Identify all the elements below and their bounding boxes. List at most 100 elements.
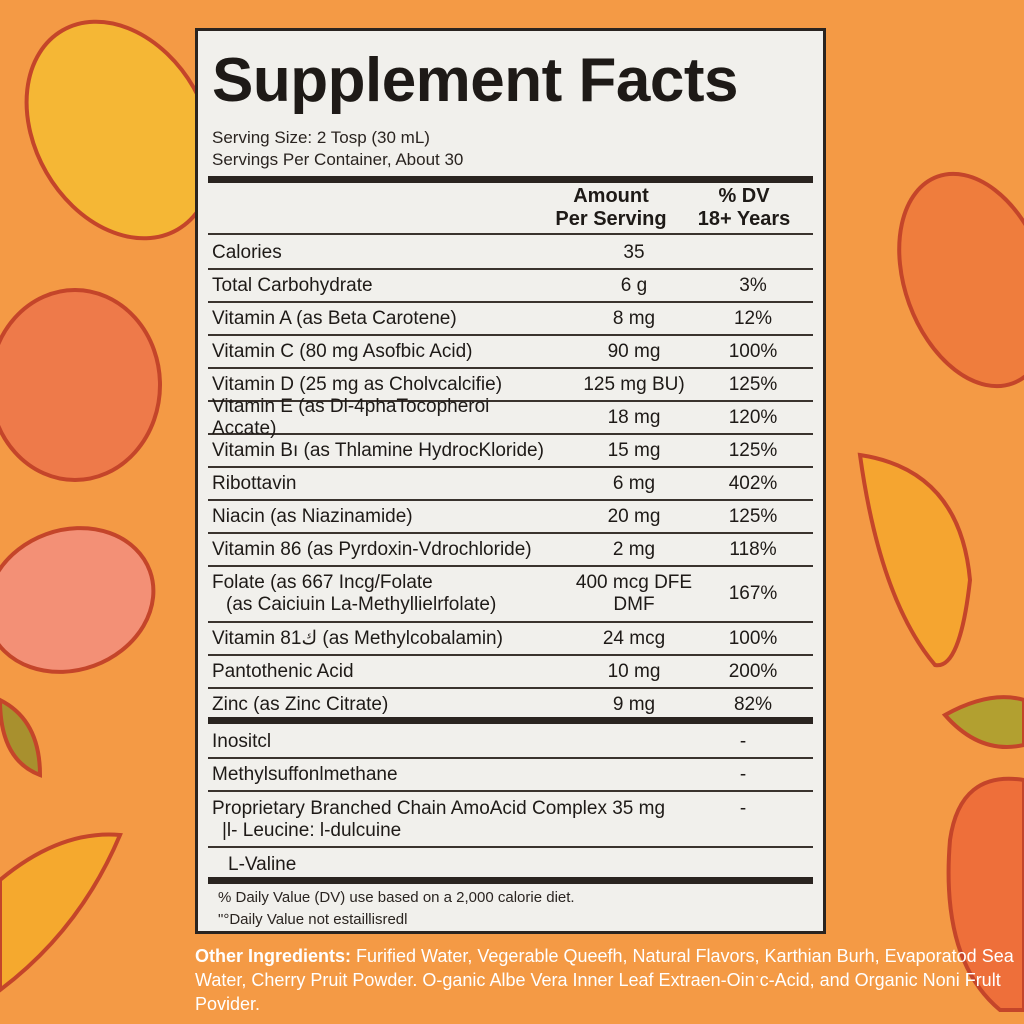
amount-line: 400 mcg DFE xyxy=(575,572,693,593)
nutrient-dv: - xyxy=(739,798,747,819)
nutrient-name-line: Folate (as 667 Incg/Folate xyxy=(212,572,433,593)
dv-header-line1: % DV xyxy=(718,185,770,207)
nutrient-name-line: Vitamin E (as Dl-4phaTocopheroi Accate) xyxy=(212,395,490,439)
serving-info: Serving Size: 2 Tosp (30 mL) Servings Pe… xyxy=(212,127,463,171)
amount-line: 20 mg xyxy=(607,505,661,527)
nutrient-dv: 100% xyxy=(728,340,778,362)
amount-line: 6 g xyxy=(620,274,648,296)
nutrient-name: Vitamin E (as Dl-4phaTocopheroi Accate) xyxy=(208,396,552,440)
nutrient-name-line: L-Valine xyxy=(228,853,297,875)
nutrient-amount: 2 mg xyxy=(574,539,694,561)
amount-line: 8 mg xyxy=(612,307,656,329)
supplement-facts-panel: Supplement Facts Serving Size: 2 Tosp (3… xyxy=(195,28,826,934)
nutrient-dv: 82% xyxy=(733,693,773,715)
nutrient-amount: 90 mg xyxy=(574,341,694,363)
nutrient-name-line: Niacin (as Niazinamide) xyxy=(212,505,413,527)
amount-line: 9 mg xyxy=(612,693,656,715)
page-title: Supplement Facts xyxy=(212,46,739,115)
lemon-illustration xyxy=(24,19,216,241)
nutrient-name: Vitamin D (25 mg as Cholvcalcifie) xyxy=(208,374,552,396)
nutrient-amount: 24 mcg xyxy=(574,628,694,650)
amount-line: 2 mg xyxy=(612,538,656,560)
nutrient-name: Methylsuffonlmethane xyxy=(208,764,718,786)
nutrient-name-line: Ribottavin xyxy=(212,472,297,494)
nutrient-name-line: Total Carbohydrate xyxy=(212,274,373,296)
nutrient-dv: 125% xyxy=(728,505,778,527)
serving-size: Serving Size: 2 Tosp (30 mL) xyxy=(212,128,430,147)
amount-line: 18 mg xyxy=(607,406,661,428)
nutrient-dv: 125% xyxy=(728,439,778,461)
nutrient-row: Vitamin 81ك (as Methylcobalamin) 24 mcg … xyxy=(208,623,813,656)
other-nutrient-row: Proprietary Branched Chain AmoAcid Compl… xyxy=(208,792,813,848)
nutrient-dv: 3% xyxy=(739,274,767,296)
nutrient-name-line: Vitamin Bı (as Thlamine HydrocKloride) xyxy=(212,439,544,461)
other-ingredients: Other Ingredients: Furified Water, Veger… xyxy=(195,944,1015,1016)
nutrient-dv: - xyxy=(739,730,747,752)
nutrient-name: Zinc (as Zinc Citrate) xyxy=(208,694,552,716)
divider xyxy=(208,176,813,183)
nutrient-amount: 10 mg xyxy=(574,661,694,683)
nutrient-name-line2: (as Caiciuin La-Methyllielrfolate) xyxy=(226,594,497,615)
peach-illustration xyxy=(0,526,156,674)
nutrient-name-line: Vitamin 86 (as Pyrdoxin-Vdrochloride) xyxy=(212,538,532,560)
nutrient-amount: 8 mg xyxy=(574,308,694,330)
nutrient-name-line: Vitamin D (25 mg as Cholvcalcifie) xyxy=(212,373,503,395)
nutrient-dv: 120% xyxy=(728,406,778,428)
nutrient-amount: 6 mg xyxy=(574,473,694,495)
nutrient-name: Total Carbohydrate xyxy=(208,275,552,297)
nutrient-dv: 125% xyxy=(728,373,778,395)
divider xyxy=(208,877,813,884)
apricot-illustration xyxy=(897,171,1024,389)
nutrient-row: Pantothenic Acid 10 mg 200% xyxy=(208,656,813,689)
nutrient-name: Vitamin Bı (as Thlamine HydrocKloride) xyxy=(208,440,552,462)
nutrient-name: Ribottavin xyxy=(208,473,552,495)
nutrient-row: Vitamin 86 (as Pyrdoxin-Vdrochloride) 2 … xyxy=(208,534,813,567)
nutrient-name-line: Vitamin A (as Beta Carotene) xyxy=(212,307,457,329)
footnote: "°Daily Value not estaillisredl xyxy=(218,911,408,928)
nutrient-name-line: Methylsuffonlmethane xyxy=(212,763,398,785)
dv-column-header: % DV 18+ Years xyxy=(684,185,804,231)
other-ingredients-label: Other Ingredients: xyxy=(195,946,352,966)
leaf-illustration xyxy=(0,697,43,778)
nutrient-name: Vitamin A (as Beta Carotene) xyxy=(208,308,552,330)
divider xyxy=(208,717,813,724)
amount-header-line1: Amount xyxy=(573,185,649,207)
nutrient-dv: 167% xyxy=(728,583,778,604)
nutrient-name: L-Valine xyxy=(208,854,734,876)
amount-header-line2: Per Serving xyxy=(555,208,667,230)
amount-line: 35 xyxy=(623,241,645,263)
nutrient-name-line: Proprietary Branched Chain AmoAcid Compl… xyxy=(212,798,666,819)
footnotes: % Daily Value (DV) use based on a 2,000 … xyxy=(218,887,575,931)
nutrient-amount: 9 mg xyxy=(574,694,694,716)
nutrient-name: Proprietary Branched Chain AmoAcid Compl… xyxy=(208,798,718,842)
nutrient-name: Pantothenic Acid xyxy=(208,661,552,683)
nutrient-row: Folate (as 667 Incg/Folate (as Caiciuin L… xyxy=(208,567,813,623)
nutrient-row: Ribottavin 6 mg 402% xyxy=(208,468,813,501)
servings-per-container: Servings Per Container, About 30 xyxy=(212,150,464,169)
nutrient-name-line: Vitamin 81ك (as Methylcobalamin) xyxy=(212,627,503,649)
nutrient-name: Folate (as 667 Incg/Folate (as Caiciuin L… xyxy=(208,572,552,616)
nutrient-name: Calories xyxy=(208,242,552,264)
nutrient-row: Vitamin Bı (as Thlamine HydrocKloride) 1… xyxy=(208,435,813,468)
nutrient-name: Vitamin 86 (as Pyrdoxin-Vdrochloride) xyxy=(208,539,552,561)
nutrient-dv: 200% xyxy=(728,660,778,682)
nutrient-dv: 402% xyxy=(728,472,778,494)
nutrient-amount: 400 mcg DFE DMF xyxy=(574,572,694,616)
other-nutrient-table: Inositcl - Methylsuffonlmethane - Propri… xyxy=(208,726,813,881)
amount-line: 10 mg xyxy=(607,660,661,682)
nutrient-name-line: Inositcl xyxy=(212,730,272,752)
leaf-illustration-right xyxy=(941,695,1024,749)
nutrient-name: Niacin (as Niazinamide) xyxy=(208,506,552,528)
nutrient-amount: 18 mg xyxy=(574,407,694,429)
amount-line: 90 mg xyxy=(607,340,661,362)
nutrient-amount: 6 g xyxy=(574,275,694,297)
amount-line: 6 mg xyxy=(612,472,656,494)
mango-illustration xyxy=(857,452,973,668)
nutrient-name: Vitamin 81ك (as Methylcobalamin) xyxy=(208,628,552,650)
amount-line: 24 mcg xyxy=(602,627,666,649)
nutrient-name-line: Calories xyxy=(212,241,282,263)
other-nutrient-row: L-Valine xyxy=(208,848,813,881)
mango-slice-illustration xyxy=(0,832,123,993)
orange-illustration xyxy=(0,288,162,482)
